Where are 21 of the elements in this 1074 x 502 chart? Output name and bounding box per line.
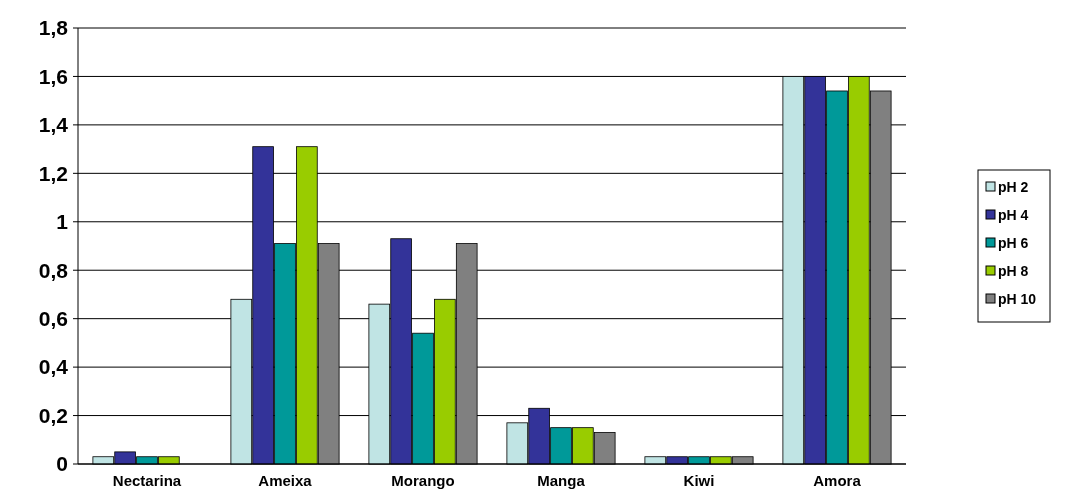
y-tick-label: 0 [56,452,68,476]
legend-label: pH 4 [998,206,1029,223]
legend-label: pH 8 [998,262,1029,279]
y-tick-label: 1 [56,210,69,234]
x-tick-label: Morango [391,472,455,489]
x-tick-label: Nectarina [112,472,182,489]
y-tick-label: 1,4 [38,113,69,137]
legend-label: pH 10 [998,290,1037,307]
y-tick-label: 0,8 [38,258,69,282]
legend-label: pH 6 [998,234,1029,251]
y-tick-label: 1,2 [38,161,68,185]
x-tick-label: Kiwi [683,472,715,489]
y-tick-label: 0,4 [38,355,69,379]
legend-label: pH 2 [998,178,1029,195]
x-tick-label: Ameixa [258,472,313,489]
x-tick-label: Manga [537,472,586,489]
y-tick-label: 0,2 [38,403,68,427]
y-tick-label: 1,6 [38,64,68,88]
y-tick-label: 1,8 [38,16,69,40]
y-tick-label: 0,6 [38,307,68,331]
x-tick-label: Amora [813,472,862,489]
